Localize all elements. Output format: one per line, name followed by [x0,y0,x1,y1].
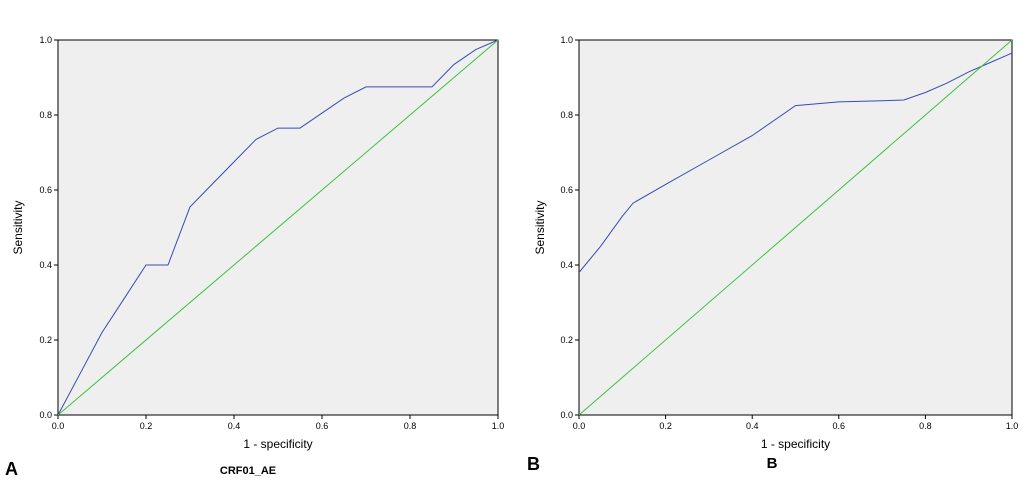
y-axis-title: Sensitivity [11,200,25,254]
x-tick-label: 0.6 [833,421,846,431]
x-tick-label: 0.8 [404,421,417,431]
y-tick-label: 0.4 [560,260,573,270]
y-tick-label: 0.8 [39,110,52,120]
panel-letter: B [527,454,540,474]
reference-diagonal-line [578,39,1013,416]
y-tick-label: 1.0 [560,35,573,45]
x-axis-title: 1 - specificity [761,437,830,451]
roc-panel-b: 0.0 0.2 0.4 0.6 0.8 1.0 0.0 0.2 0.4 0.6 0.8 1.0 1 - … [527,35,1018,474]
x-tick-label: 0.2 [659,421,672,431]
y-axis-title: Sensitivity [533,200,547,254]
y-tick-label: 0.8 [560,110,573,120]
panel-letter: A [5,459,18,479]
y-tick-label: 0.4 [39,260,52,270]
y-tick-label: 0.2 [39,335,52,345]
x-tick-label: 0.0 [52,421,65,431]
roc-panel-a: 0.0 0.2 0.4 0.6 0.8 1.0 0.0 0.2 0.4 0.6 0.8 1.0 1 - … [5,35,504,479]
x-axis-title: 1 - specificity [243,437,312,451]
y-tick-label: 1.0 [39,35,52,45]
x-tick-label: 1.0 [1006,421,1019,431]
x-tick-label: 0.2 [140,421,153,431]
panel-caption: CRF01_AE [220,465,276,477]
x-tick-label: 1.0 [492,421,505,431]
y-tick-label: 0.2 [560,335,573,345]
x-tick-label: 0.6 [316,421,329,431]
reference-diagonal-line [57,39,499,416]
y-tick-label: 0.6 [560,185,573,195]
x-tick-label: 0.4 [746,421,759,431]
x-tick-label: 0.0 [573,421,586,431]
x-tick-label: 0.4 [228,421,241,431]
panel-caption: B [767,455,778,472]
x-tick-label: 0.8 [919,421,932,431]
roc-curve-line [578,52,1013,273]
y-tick-label: 0.0 [560,410,573,420]
roc-curve-line [57,39,499,416]
y-tick-label: 0.6 [39,185,52,195]
y-tick-label: 0.0 [39,410,52,420]
